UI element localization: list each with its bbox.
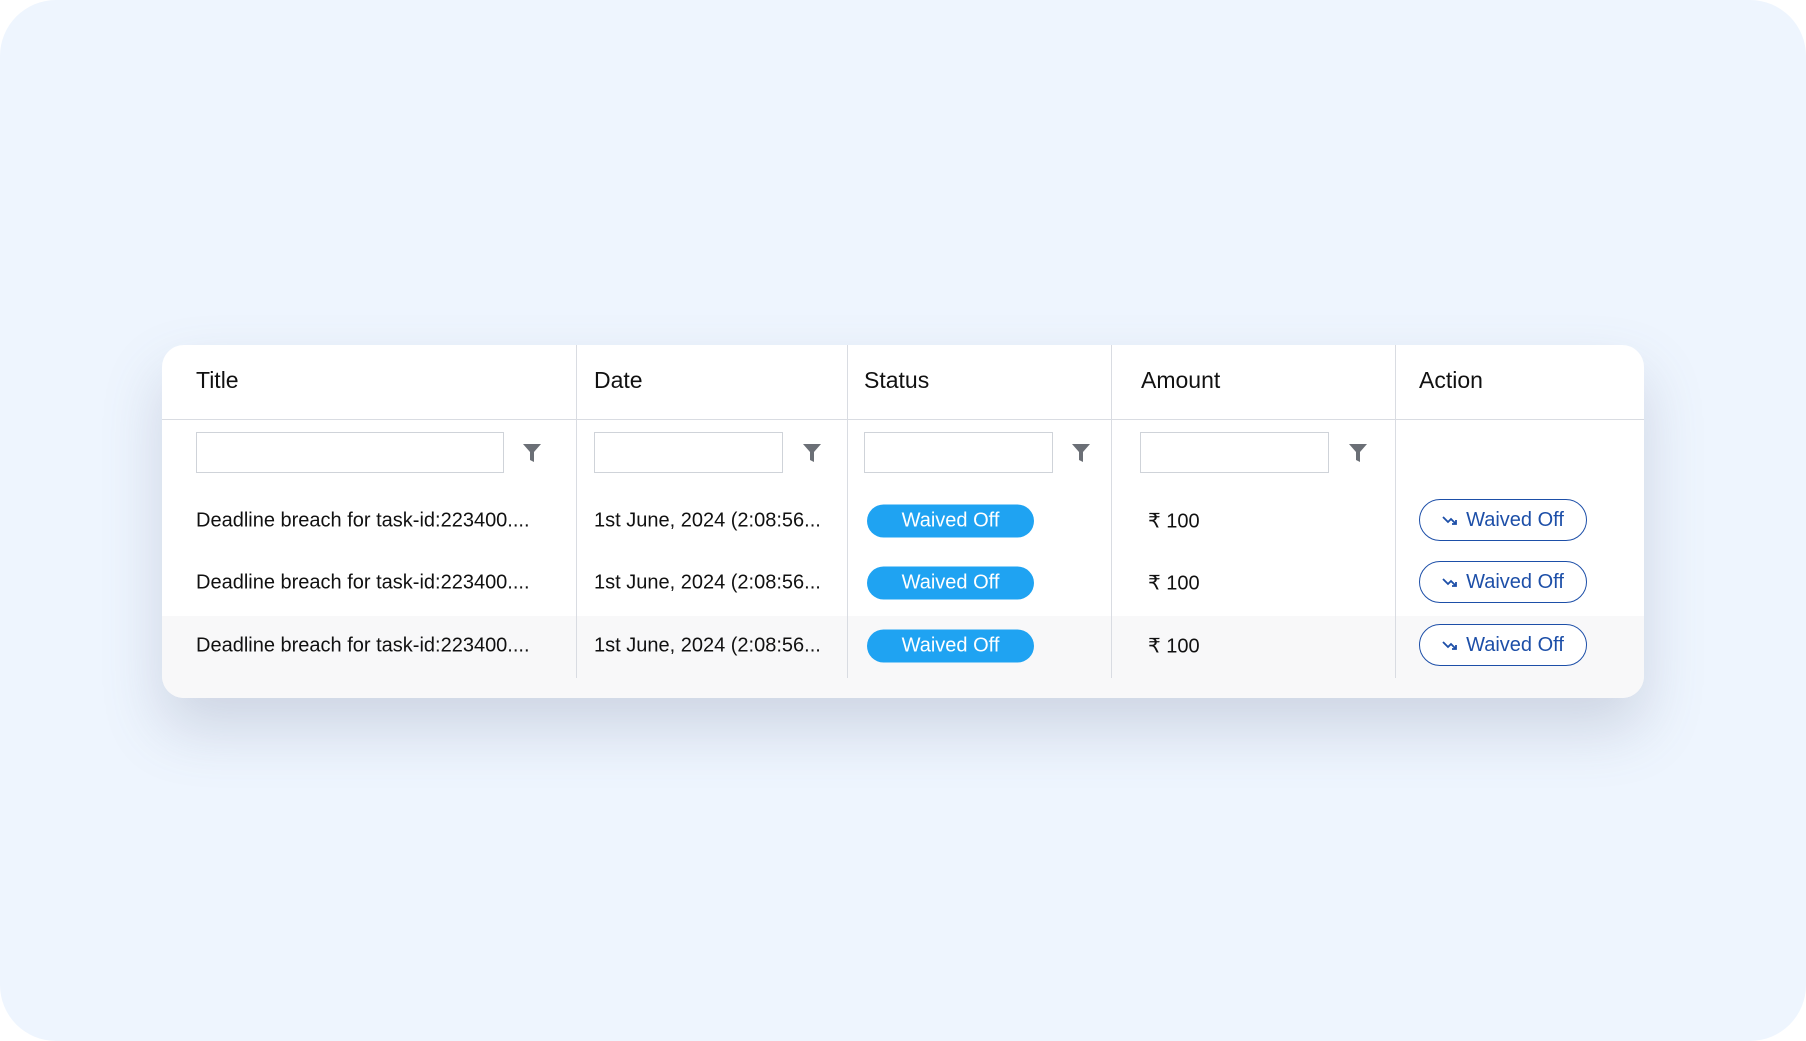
amount-cell: ₹ 100: [1148, 635, 1200, 658]
header-title[interactable]: Title: [196, 367, 239, 393]
date-filter-input[interactable]: [594, 432, 783, 473]
column-divider: [1395, 345, 1396, 678]
header-amount[interactable]: Amount: [1141, 367, 1221, 393]
action-label: Waived Off: [1466, 633, 1564, 656]
column-divider: [847, 345, 848, 678]
trend-arrow-icon: [1442, 578, 1457, 587]
action-label: Waived Off: [1466, 508, 1564, 531]
status-filter-input[interactable]: [864, 432, 1053, 473]
status-badge: Waived Off: [867, 566, 1034, 600]
waive-off-button[interactable]: Waived Off: [1419, 499, 1587, 541]
date-cell: 1st June, 2024 (2:08:56...: [594, 571, 821, 594]
title-cell: Deadline breach for task-id:223400....: [196, 634, 530, 657]
title-filter-funnel-icon[interactable]: [522, 442, 542, 464]
waive-off-button[interactable]: Waived Off: [1419, 561, 1587, 603]
amount-cell: ₹ 100: [1148, 510, 1200, 533]
title-filter-input[interactable]: [196, 432, 504, 473]
column-divider: [576, 345, 577, 678]
status-filter-funnel-icon[interactable]: [1071, 442, 1091, 464]
date-cell: 1st June, 2024 (2:08:56...: [594, 634, 821, 657]
trend-arrow-icon: [1442, 641, 1457, 650]
amount-filter-input[interactable]: [1140, 432, 1329, 473]
action-label: Waived Off: [1466, 570, 1564, 593]
column-divider: [1111, 345, 1112, 678]
date-filter-funnel-icon[interactable]: [802, 442, 822, 464]
waive-off-button[interactable]: Waived Off: [1419, 624, 1587, 666]
date-cell: 1st June, 2024 (2:08:56...: [594, 509, 821, 532]
title-cell: Deadline breach for task-id:223400....: [196, 509, 530, 532]
trend-arrow-icon: [1442, 516, 1457, 525]
title-cell: Deadline breach for task-id:223400....: [196, 571, 530, 594]
header-date[interactable]: Date: [594, 367, 643, 393]
status-badge: Waived Off: [867, 629, 1034, 663]
status-badge: Waived Off: [867, 504, 1034, 538]
amount-cell: ₹ 100: [1148, 572, 1200, 595]
header-divider: [162, 419, 1644, 420]
header-status[interactable]: Status: [864, 367, 930, 393]
amount-filter-funnel-icon[interactable]: [1348, 442, 1368, 464]
header-action: Action: [1419, 367, 1483, 393]
data-table: Title Date Status Amount Action Deadline…: [162, 345, 1644, 698]
